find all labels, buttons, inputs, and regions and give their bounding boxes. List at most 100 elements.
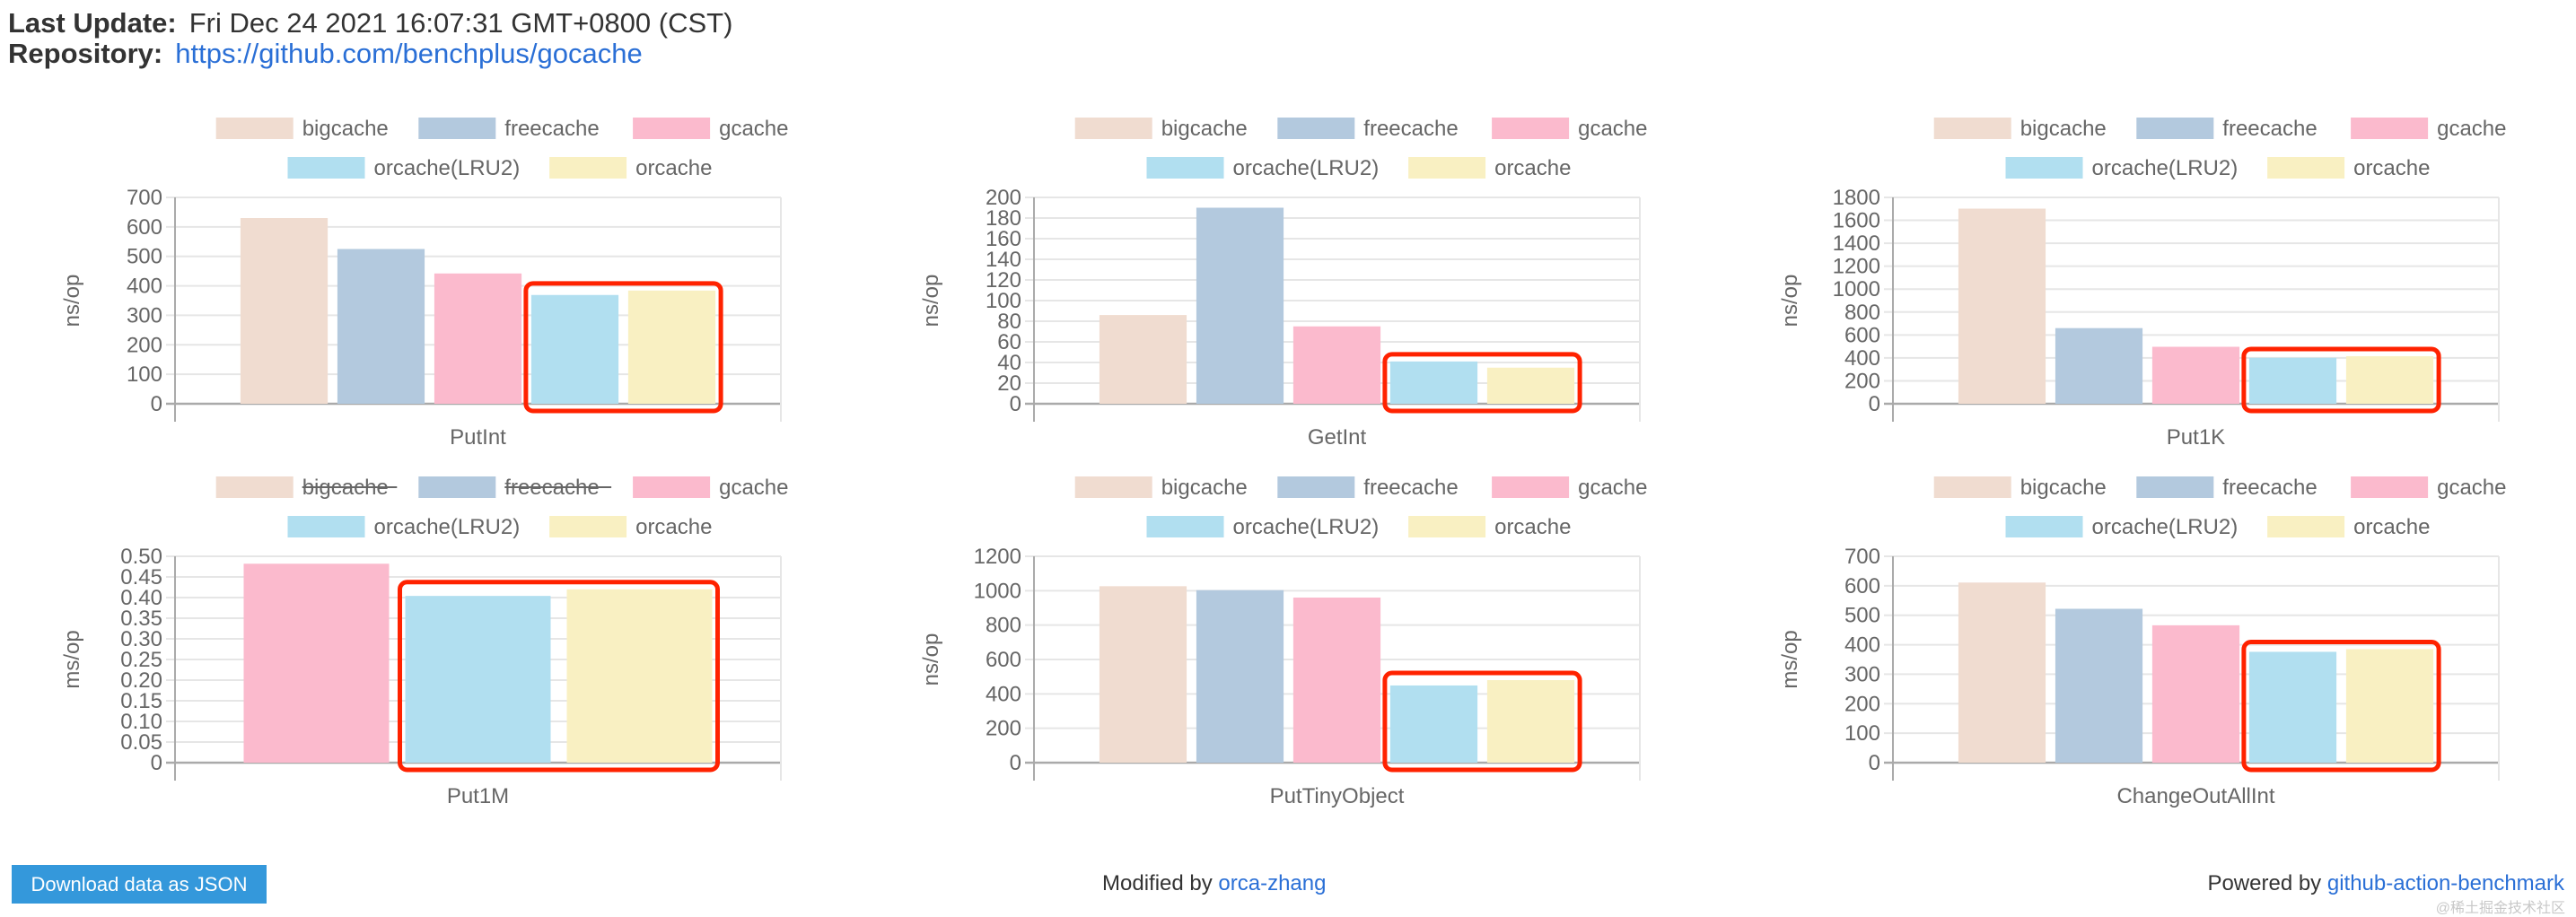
legend-item-bigcache[interactable]: bigcache — [1074, 476, 1248, 500]
legend-item-bigcache[interactable]: bigcache — [1074, 117, 1248, 141]
legend-item-orcache[interactable]: orcache — [549, 156, 712, 180]
y-tick-label: 1000 — [1833, 277, 1880, 301]
legend-item-orcachelru2[interactable]: orcache(LRU2) — [287, 156, 521, 180]
x-category-label: Put1K — [2167, 425, 2225, 450]
legend-item-orcachelru2[interactable]: orcache(LRU2) — [2005, 515, 2239, 539]
legend-item-bigcache[interactable]: bigcache — [215, 117, 389, 141]
legend-swatch — [2005, 516, 2083, 537]
legend-item-bigcache[interactable]: bigcache — [215, 476, 398, 500]
legend-swatch — [2267, 157, 2345, 179]
legend-item-orcachelru2[interactable]: orcache(LRU2) — [2005, 156, 2239, 180]
legend-item-freecache[interactable]: freecache — [418, 117, 600, 141]
repository-line: Repository: https://github.com/benchplus/… — [8, 38, 643, 70]
bar-gcache — [1292, 326, 1381, 404]
y-tick-label: 0 — [1010, 751, 1021, 775]
legend-item-freecache[interactable]: freecache — [2136, 476, 2318, 500]
legend-item-orcache[interactable]: orcache — [1408, 156, 1571, 180]
modified-by: Modified by orca-zhang — [1102, 870, 1326, 897]
y-tick-label: 500 — [1844, 604, 1880, 628]
legend-swatch — [418, 118, 496, 139]
legend-item-orcachelru2[interactable]: orcache(LRU2) — [287, 515, 521, 539]
chart-svg: bigcache freecache gcache orcache(LRU2) orca… — [919, 476, 1647, 808]
legend-item-gcache[interactable]: gcache — [1492, 476, 1647, 500]
legend-item-bigcache[interactable]: bigcache — [1933, 117, 2107, 141]
y-axis-title: ns/op — [1778, 275, 1802, 328]
y-tick-label: 600 — [127, 215, 162, 240]
legend-item-orcache[interactable]: orcache — [549, 515, 712, 539]
legend-swatch — [1408, 516, 1486, 537]
y-tick-label: 1600 — [1833, 209, 1880, 233]
chart-put1m: bigcache freecache gcache orcache(LRU2) orca… — [0, 467, 859, 817]
y-tick-label: 0 — [151, 751, 162, 775]
chart-changeoutallint: bigcache freecache gcache orcache(LRU2) orca… — [1718, 467, 2576, 817]
y-tick-label: 200 — [1844, 369, 1880, 393]
legend-item-gcache[interactable]: gcache — [633, 117, 788, 141]
legend-swatch — [215, 118, 294, 139]
powered-by-link[interactable]: github-action-benchmark — [2326, 871, 2564, 895]
chart-svg: bigcache freecache gcache orcache(LRU2) orca… — [1778, 117, 2506, 450]
legend-item-bigcache[interactable]: bigcache — [1933, 476, 2107, 500]
y-axis-title: ms/op — [60, 630, 84, 688]
legend-item-orcachelru2[interactable]: orcache(LRU2) — [1146, 515, 1380, 539]
legend-swatch — [1277, 118, 1355, 139]
y-tick-label: 600 — [1844, 323, 1880, 347]
bar-orcachelru2 — [530, 294, 619, 404]
y-tick-label: 1400 — [1833, 231, 1880, 256]
y-tick-label: 100 — [127, 362, 162, 387]
legend-item-orcache[interactable]: orcache — [1408, 515, 1571, 539]
chart-svg: bigcache freecache gcache orcache(LRU2) orca… — [60, 117, 788, 450]
legend-label: orcache(LRU2) — [2092, 156, 2239, 180]
y-tick-label: 0 — [1869, 751, 1880, 775]
x-category-label: ChangeOutAllInt — [2116, 784, 2274, 808]
legend-label: bigcache — [302, 117, 389, 141]
modified-by-link[interactable]: orca-zhang — [1218, 871, 1327, 895]
y-tick-label: 40 — [997, 351, 1021, 375]
legend-swatch — [1074, 476, 1152, 498]
legend-swatch — [2005, 157, 2083, 179]
bar-bigcache — [1099, 586, 1187, 763]
legend-swatch — [633, 476, 711, 498]
legend-label: bigcache — [1161, 117, 1248, 141]
legend-item-orcache[interactable]: orcache — [2267, 156, 2430, 180]
legend-item-gcache[interactable]: gcache — [2351, 476, 2506, 500]
repository-link[interactable]: https://github.com/benchplus/gocache — [175, 38, 643, 69]
y-tick-label: 180 — [986, 206, 1021, 231]
y-tick-label: 0.35 — [120, 607, 162, 631]
legend-swatch — [287, 157, 365, 179]
legend-item-orcache[interactable]: orcache — [2267, 515, 2430, 539]
legend-item-gcache[interactable]: gcache — [633, 476, 788, 500]
legend-label: freecache — [1363, 476, 1458, 500]
legend-swatch — [1492, 118, 1570, 139]
legend-label: bigcache — [2020, 476, 2107, 500]
x-category-label: PutTinyObject — [1270, 784, 1405, 808]
bar-orcachelru2 — [2248, 357, 2337, 404]
highlight-box — [1382, 670, 1582, 773]
chart-svg: bigcache freecache gcache orcache(LRU2) orca… — [1778, 476, 2506, 808]
chart-putint: bigcache freecache gcache orcache(LRU2) orca… — [0, 108, 859, 458]
bar-orcache — [1486, 680, 1575, 763]
legend-swatch — [2136, 118, 2214, 139]
x-category-label: Put1M — [447, 784, 509, 808]
legend-item-gcache[interactable]: gcache — [1492, 117, 1647, 141]
legend-label: gcache — [2437, 117, 2506, 141]
legend-label: orcache — [2353, 156, 2430, 180]
legend-item-orcachelru2[interactable]: orcache(LRU2) — [1146, 156, 1380, 180]
legend-item-freecache[interactable]: freecache — [1277, 476, 1459, 500]
legend-swatch — [1146, 157, 1224, 179]
download-json-button[interactable]: Download data as JSON — [12, 865, 267, 904]
highlight-box — [523, 281, 723, 414]
watermark: @稀土掘金技术社区 — [2435, 901, 2565, 916]
legend-item-freecache[interactable]: freecache — [2136, 117, 2318, 141]
y-tick-label: 200 — [986, 717, 1021, 741]
legend-item-gcache[interactable]: gcache — [2351, 117, 2506, 141]
legend-item-freecache[interactable]: freecache — [1277, 117, 1459, 141]
legend-item-freecache[interactable]: freecache — [418, 476, 612, 500]
y-axis-title: ms/op — [1778, 630, 1802, 688]
y-axis-title: ns/op — [919, 633, 943, 686]
bar-bigcache — [1099, 315, 1187, 404]
legend-label: freecache — [1363, 117, 1458, 141]
highlight-box — [2241, 346, 2441, 414]
legend-label: orcache(LRU2) — [374, 515, 521, 539]
y-axis-title: ns/op — [60, 275, 84, 328]
y-tick-label: 200 — [986, 186, 1021, 210]
